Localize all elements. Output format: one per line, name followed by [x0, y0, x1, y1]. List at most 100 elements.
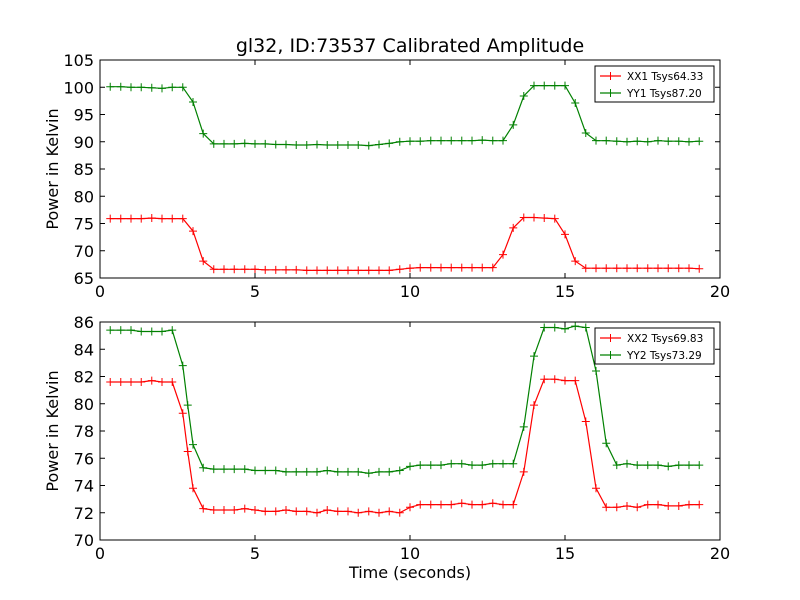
data-point [416, 263, 425, 272]
data-point [189, 484, 197, 493]
chart-panel-1: 0 5 10 15 20 65 70 75 80 85 90 95 100 105 Power in Kel… [43, 35, 730, 301]
data-point [643, 137, 652, 146]
data-point [127, 214, 135, 223]
data-point [354, 141, 363, 150]
x-tick-label: 10 [400, 544, 420, 563]
data-point [654, 461, 662, 470]
data-point [189, 97, 197, 106]
data-point [375, 266, 383, 275]
legend-label: YY1 Tsys87.20 [626, 88, 702, 100]
data-point [643, 264, 652, 273]
y-tick-label: 90 [74, 133, 94, 152]
data-point [395, 137, 404, 146]
data-point [468, 461, 476, 470]
data-point [457, 136, 466, 145]
series-1 [106, 213, 704, 275]
series-line [110, 84, 700, 147]
data-point [488, 459, 497, 468]
data-point [261, 265, 270, 274]
data-point [695, 137, 704, 146]
data-point [106, 82, 115, 91]
legend-marker [606, 89, 615, 97]
data-point [685, 461, 693, 470]
data-point [323, 506, 332, 515]
data-point [333, 507, 342, 516]
series-2 [106, 81, 704, 150]
data-point [509, 120, 518, 129]
data-point [457, 499, 466, 508]
data-point [313, 508, 321, 517]
data-point [509, 459, 518, 468]
data-point [261, 139, 270, 148]
data-point [292, 141, 301, 150]
data-point [695, 461, 704, 470]
data-point [240, 465, 249, 474]
data-point [633, 461, 642, 470]
data-point [271, 466, 280, 475]
data-point [561, 230, 569, 239]
y-tick-label: 105 [63, 51, 94, 70]
data-point [695, 500, 704, 509]
data-point [426, 461, 435, 470]
data-point [158, 214, 166, 223]
y-tick-label: 78 [74, 422, 94, 441]
data-point [251, 466, 259, 475]
data-point [364, 507, 373, 516]
data-point [406, 264, 414, 273]
data-point [209, 139, 218, 148]
legend: XX2 Tsys69.83 YY2 Tsys73.29 [594, 327, 715, 365]
data-point [189, 440, 197, 449]
data-point [364, 469, 373, 478]
data-point [499, 250, 507, 259]
data-point [313, 266, 321, 275]
data-point [116, 377, 125, 386]
data-point [199, 504, 208, 513]
data-point [468, 136, 476, 145]
data-point [251, 265, 259, 274]
data-point [695, 264, 704, 273]
data-point [302, 266, 311, 275]
chart-panel-2: 0 5 10 15 20 70 72 74 76 78 80 82 84 86 Power in Kelvi… [43, 313, 730, 582]
data-point [385, 507, 394, 516]
data-point [612, 137, 621, 146]
y-tick-label: 74 [74, 477, 94, 496]
data-point [209, 506, 218, 515]
y-tick-label: 75 [74, 215, 94, 234]
data-point [633, 264, 642, 273]
data-point [509, 223, 518, 232]
legend-label: XX2 Tsys69.83 [627, 333, 703, 345]
data-point [395, 265, 404, 274]
data-point [674, 501, 683, 510]
data-point [261, 466, 270, 475]
data-point [323, 466, 332, 475]
data-point [178, 214, 187, 223]
data-point [499, 136, 507, 145]
data-point [230, 465, 239, 474]
legend-box [594, 65, 715, 103]
data-point [406, 462, 414, 471]
data-point [674, 137, 683, 146]
legend-marker [606, 351, 615, 359]
data-point [550, 81, 559, 90]
x-tick-label: 15 [555, 282, 575, 301]
data-point [426, 263, 435, 272]
data-point [147, 83, 156, 92]
x-axis-label: Time (seconds) [348, 563, 471, 582]
data-point [592, 264, 600, 273]
data-point [302, 141, 311, 150]
data-point [519, 467, 528, 476]
data-point [509, 500, 518, 509]
y-axis-label: Power in Kelvin [43, 108, 62, 229]
data-point [375, 508, 383, 517]
data-point [220, 465, 228, 474]
data-point [550, 323, 559, 332]
legend-label: XX1 Tsys64.33 [627, 71, 703, 83]
data-point [271, 265, 280, 274]
data-point [540, 323, 549, 332]
data-point [550, 214, 559, 223]
data-point [561, 81, 569, 90]
data-point [282, 265, 290, 274]
data-point [437, 500, 445, 509]
legend: XX1 Tsys64.33 YY1 Tsys87.20 [594, 65, 715, 103]
